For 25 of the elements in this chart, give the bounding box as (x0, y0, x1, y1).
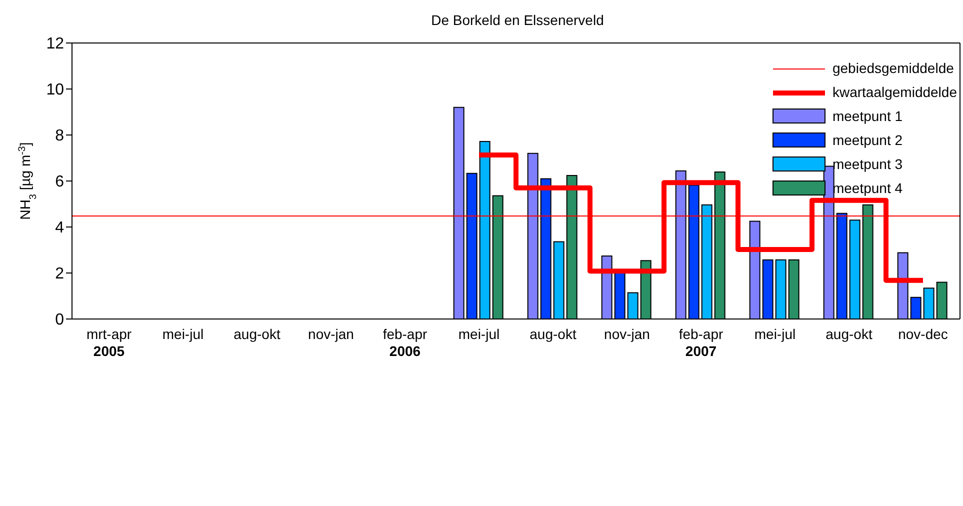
x-tick-label: mei-jul (162, 326, 204, 342)
legend-label: meetpunt 3 (832, 156, 903, 172)
y-tick-label: 12 (46, 36, 64, 53)
legend-label: meetpunt 1 (832, 108, 903, 124)
y-tick-label: 6 (55, 174, 64, 191)
y-tick-label: 10 (46, 82, 64, 99)
x-tick-label: mei-jul (754, 326, 796, 342)
x-tick-label: mrt-apr 2005 (86, 326, 132, 359)
x-tick-label: feb-apr 2006 (382, 326, 428, 359)
y-tick-label: 8 (55, 128, 64, 145)
y-tick-label: 4 (55, 220, 64, 237)
x-tick-label: aug-okt (234, 326, 280, 342)
x-tick-label: aug-okt (826, 326, 872, 342)
x-tick-label: feb-apr 2007 (678, 326, 724, 359)
x-tick-label: aug-okt (530, 326, 576, 342)
x-tick-label: nov-dec (898, 326, 948, 342)
legend-label: gebiedsgemiddelde (832, 60, 954, 76)
legend-label: meetpunt 2 (832, 132, 903, 148)
y-tick-label: 2 (55, 266, 64, 283)
y-tick-label: 0 (55, 312, 64, 329)
chart-title: De Borkeld en Elssenerveld (430, 12, 605, 28)
legend-label: kwartaalgemiddelde (832, 84, 957, 100)
x-tick-label: mei-jul (458, 326, 500, 342)
x-tick-label: nov-jan (308, 326, 354, 342)
x-tick-label: nov-jan (604, 326, 650, 342)
